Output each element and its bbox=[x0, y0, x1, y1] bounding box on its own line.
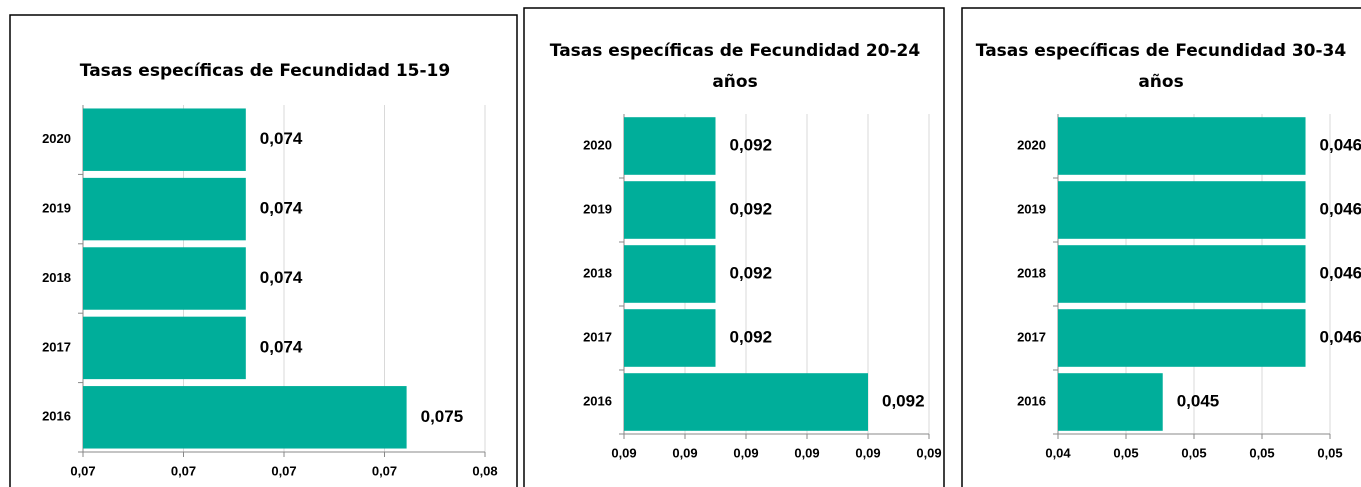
bar bbox=[624, 117, 716, 175]
x-tick-label: 0,05 bbox=[1113, 445, 1138, 460]
data-label: 0,075 bbox=[421, 407, 464, 426]
data-label: 0,092 bbox=[730, 135, 773, 154]
y-tick-label: 2020 bbox=[1017, 137, 1046, 152]
bar bbox=[1058, 117, 1306, 175]
bar bbox=[624, 181, 716, 239]
x-tick-label: 0,09 bbox=[916, 445, 941, 460]
y-tick-label: 2017 bbox=[583, 329, 612, 344]
data-label: 0,045 bbox=[1177, 391, 1220, 410]
y-tick-label: 2018 bbox=[1017, 265, 1046, 280]
y-tick-label: 2016 bbox=[1017, 393, 1046, 408]
bar bbox=[1058, 373, 1163, 431]
chart-frame bbox=[523, 7, 945, 487]
y-tick-label: 2016 bbox=[583, 393, 612, 408]
y-tick-label: 2020 bbox=[583, 137, 612, 152]
x-tick-label: 0,05 bbox=[1249, 445, 1274, 460]
x-tick-label: 0,07 bbox=[70, 463, 95, 478]
data-label: 0,046 bbox=[1320, 327, 1361, 346]
x-tick-label: 0,09 bbox=[733, 445, 758, 460]
data-label: 0,092 bbox=[882, 391, 925, 410]
data-label: 0,074 bbox=[260, 129, 303, 148]
bar bbox=[83, 247, 246, 310]
bar bbox=[83, 316, 246, 380]
bar bbox=[1058, 245, 1306, 303]
y-tick-label: 2019 bbox=[42, 201, 71, 216]
data-label: 0,074 bbox=[260, 337, 303, 356]
x-tick-label: 0,09 bbox=[611, 445, 636, 460]
chart-title: Tasas específicas de Fecundidad 30-34 añ… bbox=[975, 41, 1347, 92]
y-tick-label: 2019 bbox=[583, 201, 612, 216]
y-tick-label: 2017 bbox=[42, 339, 71, 354]
y-tick-label: 2016 bbox=[42, 409, 71, 424]
x-tick-label: 0,09 bbox=[672, 445, 697, 460]
data-label: 0,046 bbox=[1320, 199, 1361, 218]
bar bbox=[83, 177, 246, 241]
data-label: 0,074 bbox=[260, 268, 303, 287]
bar bbox=[83, 386, 407, 449]
y-tick-label: 2018 bbox=[583, 265, 612, 280]
data-label: 0,092 bbox=[730, 199, 773, 218]
chart-title: Tasas específicas de Fecundidad 20-24 añ… bbox=[549, 41, 921, 92]
y-tick-label: 2017 bbox=[1017, 329, 1046, 344]
x-tick-label: 0,09 bbox=[855, 445, 880, 460]
data-label: 0,046 bbox=[1320, 263, 1361, 282]
x-tick-label: 0,05 bbox=[1181, 445, 1206, 460]
data-label: 0,074 bbox=[260, 199, 303, 218]
x-tick-label: 0,07 bbox=[171, 463, 196, 478]
chart-frame bbox=[961, 7, 1361, 487]
chart-frame bbox=[9, 14, 518, 487]
bar bbox=[624, 245, 716, 303]
x-tick-label: 0,09 bbox=[794, 445, 819, 460]
bar bbox=[1058, 181, 1306, 239]
data-label: 0,092 bbox=[730, 327, 773, 346]
data-label: 0,092 bbox=[730, 263, 773, 282]
x-tick-label: 0,07 bbox=[372, 463, 397, 478]
chart-title: Tasas específicas de Fecundidad 15-19 bbox=[79, 61, 451, 81]
bar bbox=[1058, 309, 1306, 367]
x-tick-label: 0,07 bbox=[271, 463, 296, 478]
y-tick-label: 2020 bbox=[42, 131, 71, 146]
y-tick-label: 2018 bbox=[42, 270, 71, 285]
bar bbox=[624, 373, 868, 431]
bar bbox=[624, 309, 716, 367]
data-label: 0,046 bbox=[1320, 135, 1361, 154]
x-tick-label: 0,08 bbox=[472, 463, 497, 478]
x-tick-label: 0,05 bbox=[1317, 445, 1342, 460]
y-tick-label: 2019 bbox=[1017, 201, 1046, 216]
x-tick-label: 0,04 bbox=[1045, 445, 1071, 460]
bar bbox=[83, 108, 246, 171]
